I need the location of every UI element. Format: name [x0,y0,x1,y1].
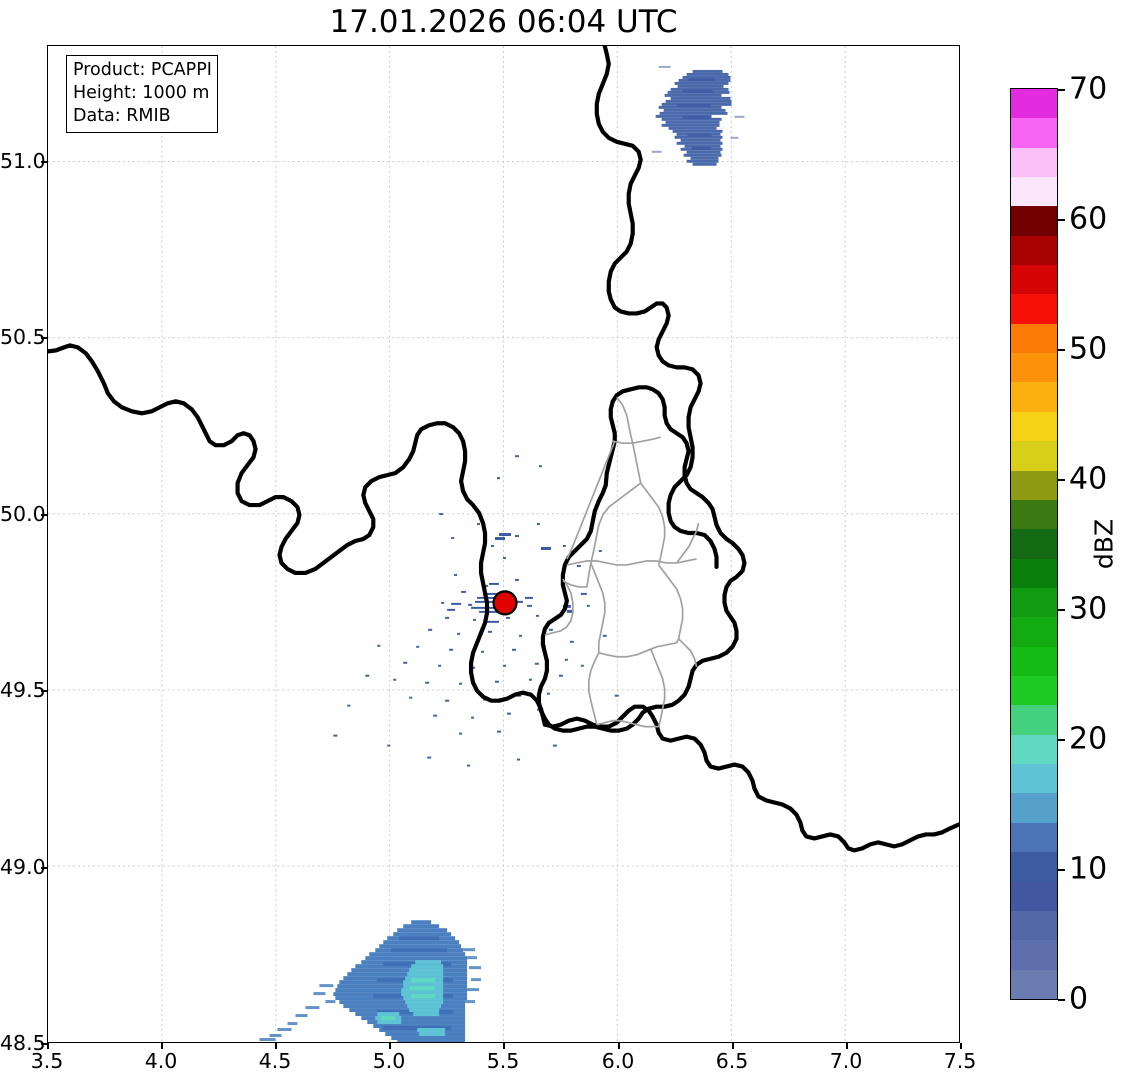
colorbar-band-5 [1011,822,1057,853]
xtick-mark [960,1043,962,1049]
map-plot-area[interactable] [47,45,960,1043]
ytick-mark [41,867,47,869]
colorbar-band-15 [1011,529,1057,559]
echo-south-west [259,920,482,1042]
radar-clutter-speckle [333,455,619,767]
colorbar-band-24 [1011,265,1057,295]
xtick-label: 3.5 [30,1049,64,1073]
colorbar-tick-mark [1058,999,1065,1001]
colorbar-tick-mark [1058,609,1065,611]
colorbar-tick-label: 40 [1069,461,1108,497]
colorbar-axis-label: dBZ [1089,518,1119,570]
xtick-mark [846,1043,848,1049]
xtick-label: 7.5 [943,1049,977,1073]
colorbar-band-23 [1011,294,1057,324]
xtick-label: 5.0 [372,1049,406,1073]
colorbar-band-18 [1011,441,1057,471]
national-borders [48,46,959,853]
colorbar-band-21 [1011,353,1057,383]
xtick-label: 7.0 [829,1049,863,1073]
xtick-label: 5.5 [486,1049,520,1073]
ytick-mark [41,1043,47,1045]
colorbar-band-7 [1011,764,1057,794]
xtick-mark [47,1043,49,1049]
colorbar-band-12 [1011,617,1057,647]
colorbar-tick-mark [1058,89,1065,91]
info-box: Product: PCAPPI Height: 1000 m Data: RMI… [66,55,218,134]
colorbar-tick-label: 70 [1069,71,1108,107]
colorbar-band-4 [1011,852,1057,882]
colorbar-band-20 [1011,382,1057,412]
radar-site-marker[interactable] [492,590,518,616]
canton-boundaries [544,396,700,728]
colorbar-band-26 [1011,206,1057,236]
info-data: Data: RMIB [73,106,171,127]
colorbar-band-3 [1011,881,1057,911]
colorbar-band-27 [1011,176,1057,207]
colorbar-band-0 [1011,969,1057,999]
colorbar-band-10 [1011,676,1057,706]
colorbar-band-1 [1011,940,1057,970]
colorbar-band-29 [1011,118,1057,148]
colorbar-band-22 [1011,323,1057,354]
colorbar-band-11 [1011,646,1057,677]
ytick-mark [41,514,47,516]
ytick-mark [41,690,47,692]
page-title: 17.01.2026 06:04 UTC [329,4,678,40]
ytick-label: 51.0 [0,149,46,173]
xtick-label: 4.0 [144,1049,178,1073]
colorbar-band-28 [1011,147,1057,177]
info-product: Product: PCAPPI [73,60,212,80]
colorbar-band-14 [1011,558,1057,588]
xtick-label: 6.5 [715,1049,749,1073]
ytick-label: 50.0 [0,502,46,526]
ytick-label: 48.5 [0,1031,46,1055]
colorbar-band-2 [1011,910,1057,941]
colorbar-gradient [1010,88,1058,1000]
ytick-label: 49.5 [0,678,46,702]
xtick-mark [618,1043,620,1049]
xtick-mark [161,1043,163,1049]
xtick-label: 6.0 [601,1049,635,1073]
colorbar-band-9 [1011,705,1057,735]
colorbar-tick-label: 20 [1069,721,1108,757]
colorbar-band-17 [1011,470,1057,500]
info-height: Height: 1000 m [73,83,210,104]
colorbar-band-25 [1011,235,1057,266]
colorbar-tick-mark [1058,739,1065,741]
colorbar-band-16 [1011,499,1057,530]
ytick-mark [41,337,47,339]
colorbar-band-30 [1011,89,1057,119]
colorbar-band-13 [1011,587,1057,618]
xtick-mark [275,1043,277,1049]
colorbar-tick-label: 60 [1069,201,1108,237]
colorbar-tick-mark [1058,869,1065,871]
ytick-label: 50.5 [0,325,46,349]
colorbar-tick-mark [1058,349,1065,351]
colorbar-band-6 [1011,793,1057,823]
colorbar-tick-mark [1058,219,1065,221]
xtick-mark [732,1043,734,1049]
xtick-mark [389,1043,391,1049]
colorbar-tick-label: 0 [1069,981,1089,1017]
echo-north-east [651,65,745,166]
xtick-label: 4.5 [258,1049,292,1073]
colorbar-tick-mark [1058,479,1065,481]
colorbar-tick-label: 50 [1069,331,1108,367]
gridlines [48,46,959,1042]
colorbar-band-8 [1011,734,1057,765]
ytick-label: 49.0 [0,855,46,879]
colorbar-tick-label: 30 [1069,591,1108,627]
colorbar-tick-label: 10 [1069,851,1108,887]
map-svg [48,46,959,1042]
ytick-mark [41,161,47,163]
colorbar[interactable]: 0 10 20 30 40 50 60 70 [1010,72,1107,1017]
xtick-mark [503,1043,505,1049]
colorbar-band-19 [1011,411,1057,442]
